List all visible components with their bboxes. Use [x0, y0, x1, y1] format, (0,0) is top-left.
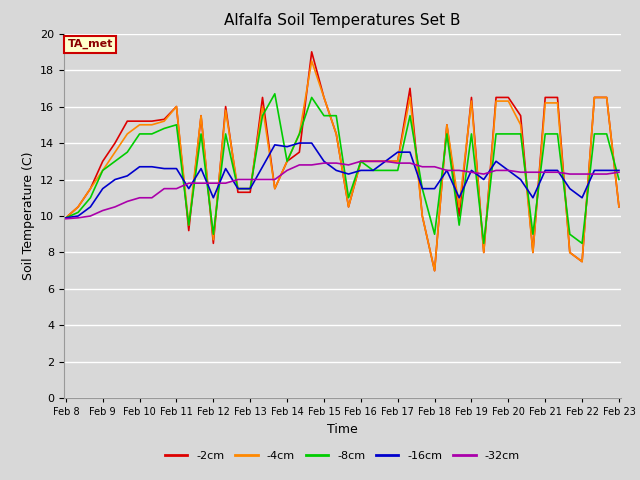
- X-axis label: Time: Time: [327, 423, 358, 436]
- Y-axis label: Soil Temperature (C): Soil Temperature (C): [22, 152, 35, 280]
- Title: Alfalfa Soil Temperatures Set B: Alfalfa Soil Temperatures Set B: [224, 13, 461, 28]
- Text: TA_met: TA_met: [68, 39, 113, 49]
- Legend: -2cm, -4cm, -8cm, -16cm, -32cm: -2cm, -4cm, -8cm, -16cm, -32cm: [161, 447, 524, 466]
